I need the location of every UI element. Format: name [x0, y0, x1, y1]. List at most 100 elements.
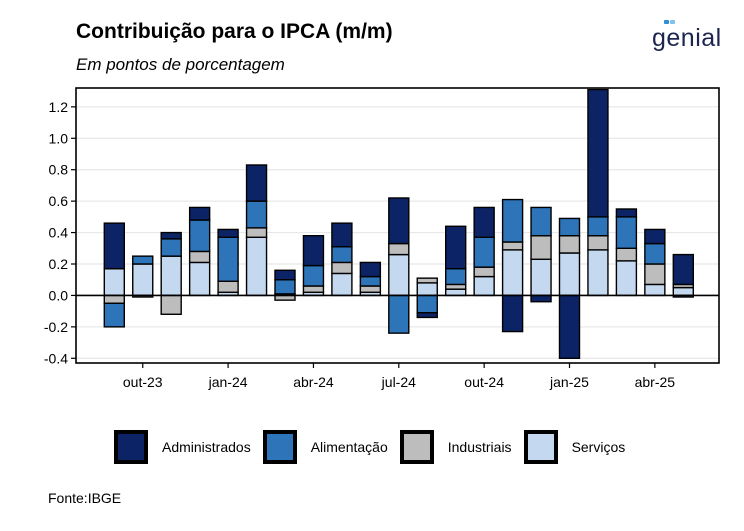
bar-segment-alimentacao-out-24: [473, 236, 495, 268]
bar-segment-alimentacao-set-23: [103, 302, 126, 328]
bar-segment-administrados-jun-24: [359, 261, 382, 278]
bar-segment-administrados-ago-24: [416, 312, 438, 319]
bar-segment-alimentacao-jun-24: [359, 275, 382, 287]
brand-logo: genial: [652, 24, 722, 52]
bar-segment-industriais-ago-24: [416, 277, 438, 284]
bar-segment-alimentacao-jan-25: [558, 217, 581, 237]
bar-segment-servicos-ago-24: [416, 282, 438, 297]
bar-segment-alimentacao-mar-25: [615, 216, 638, 249]
bar-segment-servicos-jan-25: [558, 252, 581, 297]
legend-label-servicos: Serviços: [571, 439, 626, 455]
bar-segment-administrados-mar-25: [615, 208, 638, 218]
y-tick-label: -0.2: [44, 319, 68, 335]
bar-segment-industriais-set-24: [445, 283, 467, 290]
y-tick-label: 0.4: [49, 225, 69, 241]
legend-swatch-servicos: [523, 430, 558, 464]
bar-segment-alimentacao-abr-25: [644, 242, 666, 265]
bar-segment-administrados-dez-24: [530, 294, 552, 303]
legend-label-industriais: Industriais: [447, 439, 512, 455]
bar-segment-administrados-mai-25: [672, 253, 694, 286]
bar-segment-alimentacao-nov-23: [160, 238, 182, 257]
bar-segment-alimentacao-ago-24: [416, 294, 438, 314]
bar-segment-servicos-nov-24: [501, 249, 524, 297]
bar-segment-servicos-dez-24: [530, 258, 552, 297]
legend-label-administrados: Administrados: [162, 439, 251, 455]
source-note: Fonte:IBGE: [48, 490, 122, 506]
bar-segment-alimentacao-fev-24: [245, 200, 268, 229]
bar-segment-industriais-jan-25: [558, 235, 581, 254]
bar-segment-alimentacao-jul-24: [388, 294, 410, 334]
bar-segment-administrados-jul-24: [388, 197, 410, 245]
bar-segment-servicos-abr-25: [644, 283, 666, 297]
y-tick-label: 0.8: [49, 162, 69, 178]
x-tick-label: abr-25: [635, 374, 676, 390]
x-tick-label: jan-24: [208, 374, 248, 390]
legend-item-servicos: Serviços: [523, 430, 626, 464]
bar-segment-servicos-nov-23: [160, 255, 182, 297]
bar-segment-alimentacao-dez-24: [530, 206, 552, 237]
chart-legend: Administrados Alimentação Industriais Se…: [114, 430, 637, 464]
bar-segment-industriais-jun-24: [359, 285, 382, 293]
bar-segment-administrados-mar-24: [274, 269, 296, 281]
logo-dot-icon: [670, 20, 675, 24]
bar-segment-servicos-fev-25: [587, 249, 609, 297]
bar-segment-industriais-nov-24: [501, 241, 524, 251]
legend-item-alimentacao: Alimentação: [262, 430, 388, 464]
y-tick-label: 0.6: [49, 193, 69, 209]
bar-segment-industriais-mar-25: [615, 247, 638, 262]
legend-swatch-administrados: [114, 430, 148, 464]
bar-segment-administrados-mai-24: [331, 222, 353, 248]
bar-segment-industriais-dez-23: [188, 250, 211, 264]
bar-segment-administrados-fev-25: [587, 88, 609, 218]
legend-item-industriais: Industriais: [399, 430, 512, 464]
bar-segment-administrados-abr-25: [644, 228, 666, 245]
bar-segment-administrados-fev-24: [245, 164, 268, 202]
bar-segment-servicos-dez-23: [188, 261, 211, 297]
y-tick-label: 1.0: [49, 130, 69, 146]
bar-segment-administrados-nov-24: [501, 294, 524, 333]
bar-segment-administrados-abr-24: [302, 235, 325, 267]
y-tick-label: 1.2: [49, 99, 69, 115]
bar-segment-alimentacao-mar-24: [274, 279, 296, 295]
x-tick-label: out-24: [464, 374, 504, 390]
bar-segment-industriais-out-24: [473, 266, 495, 278]
bar-segment-alimentacao-mai-24: [331, 246, 353, 264]
chart-subtitle: Em pontos de porcentagem: [76, 55, 285, 74]
y-tick-label: -0.4: [44, 350, 68, 366]
logo-dot-icon: [664, 20, 669, 24]
bar-segment-alimentacao-jan-24: [217, 236, 239, 282]
bar-segment-industriais-abr-25: [644, 263, 666, 286]
bar-segment-alimentacao-fev-25: [587, 216, 609, 237]
bar-segment-administrados-nov-23: [160, 231, 182, 240]
bar-segment-administrados-set-23: [103, 222, 126, 270]
bar-segment-industriais-mai-24: [331, 261, 353, 275]
bar-segment-servicos-fev-24: [245, 236, 268, 297]
legend-swatch-industriais: [399, 430, 434, 464]
chart-title: Contribuição para o IPCA (m/m): [76, 20, 393, 43]
bar-segment-alimentacao-dez-23: [188, 219, 211, 253]
legend-item-administrados: Administrados: [114, 430, 251, 464]
x-tick-label: jan-25: [549, 374, 589, 390]
bar-segment-administrados-jan-24: [217, 228, 239, 238]
bar-segment-alimentacao-out-23: [132, 255, 154, 265]
bar-segment-alimentacao-set-24: [445, 268, 467, 286]
logo-dots-icon: [664, 20, 676, 26]
bar-segment-administrados-set-24: [445, 225, 467, 270]
bar-segment-industriais-abr-24: [302, 285, 325, 293]
plot-border: [75, 87, 720, 364]
bar-segment-administrados-out-24: [473, 206, 495, 238]
bar-segment-servicos-jul-24: [388, 253, 410, 297]
bar-segment-industriais-fev-24: [245, 227, 268, 238]
x-tick-label: jul-24: [381, 374, 416, 390]
legend-swatch-alimentacao: [262, 430, 297, 464]
bar-segment-industriais-jan-24: [217, 280, 239, 293]
bar-segment-servicos-mar-25: [615, 260, 638, 297]
bar-segment-servicos-mai-24: [331, 272, 353, 297]
bar-segment-alimentacao-nov-24: [501, 198, 524, 243]
bar-segment-industriais-jul-24: [388, 242, 410, 256]
bar-segment-servicos-mai-25: [672, 286, 694, 297]
y-tick-label: 0.0: [49, 287, 69, 303]
x-tick-label: out-23: [123, 374, 163, 390]
x-tick-label: abr-24: [293, 374, 334, 390]
